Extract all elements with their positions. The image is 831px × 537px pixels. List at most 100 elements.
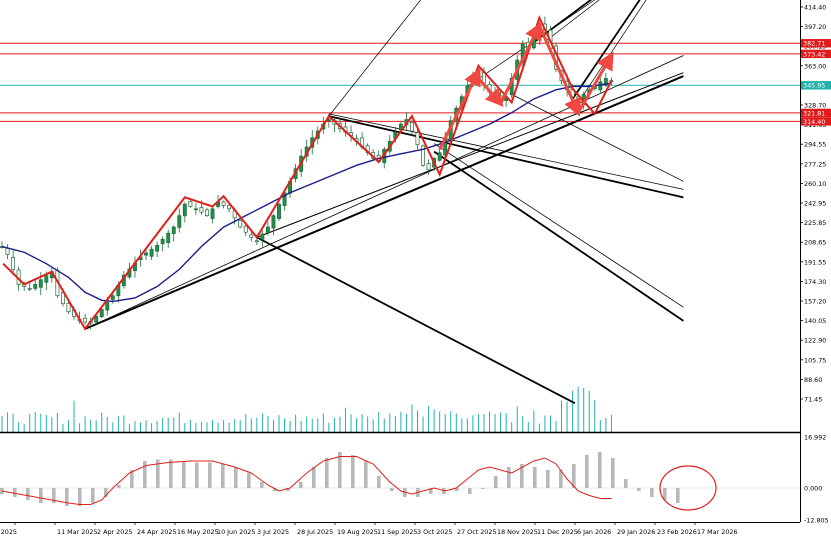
price-tick-label: 363.00 (804, 62, 826, 70)
candle-76 (421, 144, 425, 167)
candle-15 (83, 313, 88, 325)
moving-average (1, 82, 612, 303)
osc-bar-46 (598, 451, 602, 488)
trend-line-12 (544, 0, 600, 43)
candle-77 (426, 159, 431, 175)
osc-bar-43 (559, 469, 563, 488)
osc-bar-44 (572, 463, 576, 488)
time-tick-label: 28 Jul 2025 (297, 528, 333, 536)
time-tick-label: 24 Apr 2025 (137, 528, 177, 536)
osc-bar-40 (520, 463, 524, 488)
candle-50 (277, 202, 281, 221)
candle-12 (66, 299, 71, 314)
candle-48 (265, 221, 270, 236)
price-tick-label: 414.40 (804, 4, 826, 12)
trend-line-8 (511, 94, 684, 182)
time-tick-label: Feb 2025 (0, 528, 17, 536)
trend-lines (84, 0, 684, 405)
trend-line-2 (84, 55, 684, 330)
price-tick-label: 88.60 (804, 376, 822, 384)
osc-bar-9 (117, 484, 121, 488)
price-tick-label: 294.55 (804, 141, 826, 149)
candle-79 (437, 148, 442, 162)
osc-bar-36 (468, 488, 472, 495)
price-badge-label: 321.81 (803, 109, 825, 117)
time-tick-label: 10 Jun 2025 (217, 528, 255, 536)
time-tick-label: 2 Apr 2025 (97, 528, 132, 536)
candle-24 (133, 256, 137, 278)
osc-tick-label: 16.992 (804, 434, 826, 442)
osc-bar-20 (260, 481, 264, 488)
price-tick-label: 277.25 (804, 160, 826, 168)
price-badge-label: 314.40 (803, 118, 825, 126)
price-tick-label: 397.20 (804, 23, 826, 31)
price-badge-0: 382.71 (801, 39, 831, 48)
candle-2 (11, 250, 16, 275)
candle-35 (193, 202, 198, 215)
forecast-arrow-0 (438, 67, 481, 150)
candle-30 (166, 229, 171, 248)
trend-line-0 (84, 75, 684, 330)
candle-44 (243, 224, 248, 237)
trend-line-7 (433, 143, 684, 308)
candle-108 (598, 77, 603, 95)
price-badge-3: 321.81 (801, 108, 831, 117)
candle-49 (271, 213, 276, 236)
osc-bar-33 (429, 488, 433, 495)
price-badge-1: 373.42 (801, 49, 831, 58)
time-tick-label: 11 Mar 2025 (57, 528, 98, 536)
highlight-circle (659, 465, 717, 511)
candle-31 (171, 225, 176, 242)
price-tick-label: 225.85 (804, 219, 826, 227)
osc-bar-5 (65, 488, 69, 507)
price-tick-label: 122.90 (804, 337, 826, 345)
candle-47 (260, 230, 265, 247)
price-badge-label: 345.95 (803, 82, 825, 90)
osc-bar-12 (156, 459, 160, 488)
candle-63 (349, 125, 353, 142)
candle-17 (94, 314, 99, 325)
osc-bar-35 (455, 488, 459, 492)
candle-5 (27, 282, 32, 292)
price-tick-label: 105.75 (804, 356, 826, 364)
osc-bar-37 (481, 488, 485, 489)
forecast-arrow-4 (576, 51, 614, 114)
osc-bar-49 (637, 488, 641, 492)
time-tick-label: 19 Aug 2025 (337, 528, 378, 536)
price-tick-label: 140.05 (804, 317, 826, 325)
osc-bar-38 (494, 475, 498, 488)
osc-tick-label: 0.000 (804, 485, 822, 493)
osc-bar-11 (143, 460, 147, 488)
osc-bar-0 (0, 488, 4, 495)
forecast-arrow-3 (538, 25, 581, 117)
candle-40 (221, 200, 226, 209)
time-tick-label: 29 Jan 2026 (617, 528, 655, 536)
trend-line-13 (571, 0, 641, 100)
candle-32 (177, 208, 182, 233)
osc-bar-42 (546, 469, 550, 488)
osc-bar-47 (611, 457, 615, 488)
ma-line (1, 82, 612, 303)
time-tick-label: 16 May 2025 (177, 528, 219, 536)
trend-line-3 (256, 236, 576, 405)
time-tick-label: 27 Oct 2025 (457, 528, 497, 536)
time-tick-label: 17 Mar 2026 (697, 528, 738, 536)
price-tick-label: 71.45 (804, 396, 822, 404)
trend-line-1 (256, 72, 684, 238)
osc-bar-50 (650, 488, 654, 498)
trend-line-5 (328, 113, 684, 190)
forecast-arrows (438, 21, 614, 150)
candle-75 (415, 128, 420, 150)
osc-bar-51 (663, 488, 667, 501)
price-tick-label: 174.30 (804, 278, 826, 286)
osc-bar-23 (299, 481, 303, 488)
zigzag-path (2, 15, 613, 331)
trend-line-11 (527, 0, 593, 48)
price-tick-label: 260.10 (804, 180, 826, 188)
osc-bar-7 (91, 488, 95, 504)
osc-bar-14 (182, 460, 186, 488)
time-tick-label: 11 Sep 2025 (377, 528, 418, 536)
price-badge-4: 314.40 (801, 117, 831, 126)
